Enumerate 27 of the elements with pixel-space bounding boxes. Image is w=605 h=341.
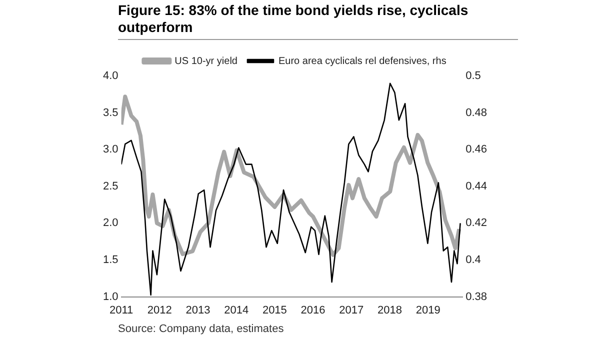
y-tick-label: 4.0 xyxy=(102,70,118,82)
y-tick-label: 3.5 xyxy=(102,106,118,119)
x-tick-label: 2013 xyxy=(186,304,210,316)
x-tick-label: 2018 xyxy=(377,304,402,316)
x-tick-label: 2015 xyxy=(262,304,287,316)
y2-tick-label: 0.46 xyxy=(466,144,488,156)
x-tick-label: 2012 xyxy=(147,304,172,316)
y-tick-label: 1.0 xyxy=(102,290,118,303)
y2-tick-label: 0.48 xyxy=(466,106,488,119)
y-tick-label: 2.5 xyxy=(102,180,118,192)
y-tick-label: 3.0 xyxy=(102,144,118,156)
y-tick-label: 2.0 xyxy=(102,217,118,230)
source-note: Source: Company data, estimates xyxy=(118,323,284,335)
y2-tick-label: 0.5 xyxy=(466,70,481,82)
y2-tick-label: 0.44 xyxy=(466,180,488,192)
legend-label: US 10-yr yield xyxy=(174,56,238,67)
legend-label: Euro area cyclicals rel defensives, rhs xyxy=(278,56,446,67)
y2-tick-label: 0.4 xyxy=(466,254,481,266)
x-tick-label: 2011 xyxy=(109,304,134,316)
y2-tick-label: 0.42 xyxy=(466,217,488,230)
chart-title: Figure 15: 83% of the time bond yields rise, cyclicals outperform xyxy=(118,2,518,40)
x-tick-label: 2014 xyxy=(224,304,249,316)
x-tick-label: 2019 xyxy=(416,304,440,316)
y-tick-label: 1.5 xyxy=(102,254,118,266)
x-tick-label: 2017 xyxy=(339,304,364,316)
x-tick-label: 2016 xyxy=(300,304,326,316)
y2-tick-label: 0.38 xyxy=(466,290,488,303)
